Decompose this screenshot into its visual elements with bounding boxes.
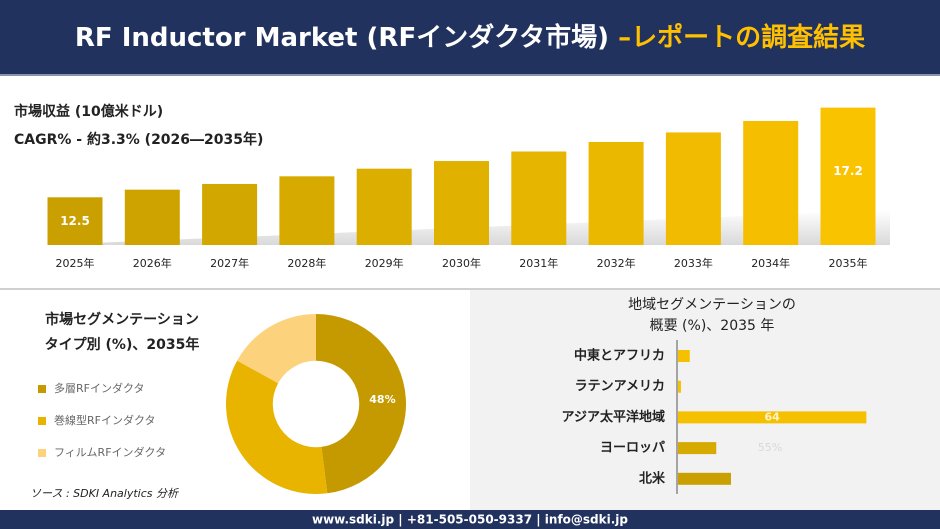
x-tick-label: 2035年: [829, 256, 868, 270]
bar-title: 市場収益 (10億米ドル): [14, 103, 163, 120]
x-tick-label: 2028年: [287, 256, 326, 270]
value-label: 12.5: [60, 214, 90, 228]
pie-title: 市場セグメンテーション: [45, 311, 199, 328]
section-rule: [0, 288, 940, 290]
header-bar: [0, 0, 940, 74]
bar: [743, 120, 799, 245]
header-title: RF Inductor Market (RFインダクタ市場) –レポートの調査結…: [75, 22, 865, 53]
footer-bar: [0, 510, 940, 529]
legend-label: フィルムRFインダクタ: [54, 445, 166, 459]
donut-slice: [226, 360, 328, 494]
value-label: 64: [765, 410, 781, 423]
donut-slice: [237, 314, 316, 384]
bar: [678, 380, 681, 393]
category-label: ラテンアメリカ: [575, 379, 665, 394]
legend-swatch: [38, 417, 46, 425]
legend-label: 多層RFインダクタ: [54, 381, 145, 395]
bar: [202, 183, 258, 245]
x-tick-label: 2032年: [597, 256, 636, 270]
x-tick-label: 2033年: [674, 256, 713, 270]
annotation: 55%: [758, 441, 782, 454]
bar: [678, 472, 731, 485]
category-label: ヨーロッパ: [600, 441, 665, 456]
category-label: 中東とアフリカ: [574, 348, 665, 364]
bar: [47, 197, 103, 245]
bar: [678, 442, 717, 455]
bar: [588, 141, 644, 245]
x-tick-label: 2034年: [751, 256, 790, 270]
bar: [820, 107, 876, 245]
header-rule: [0, 74, 940, 76]
donut-slice: [316, 314, 407, 494]
region-title: 概要 (%)、2035 年: [650, 318, 775, 334]
bar-subtitle: CAGR% - 約3.3% (2026―2035年): [14, 131, 263, 148]
legend-swatch: [38, 385, 46, 393]
source: ソース : SDKI Analytics 分析: [30, 487, 180, 500]
x-tick-label: 2026年: [133, 256, 172, 270]
legend-label: 巻線型RFインダクタ: [54, 413, 156, 427]
title-main: RF Inductor Market (RFインダクタ市場): [75, 22, 618, 53]
bar: [665, 132, 721, 245]
category-label: 北米: [639, 470, 666, 486]
x-tick-label: 2027年: [210, 256, 249, 270]
region-title: 地域セグメンテーションの: [628, 297, 796, 313]
bar: [678, 350, 690, 362]
x-tick-label: 2029年: [365, 256, 404, 270]
bar: [434, 161, 489, 245]
value-label: 17.2: [833, 164, 863, 178]
category-label: アジア太平洋地域: [562, 409, 665, 425]
bar: [279, 176, 335, 245]
bar: [511, 151, 567, 245]
footer-contact: www.sdki.jp | +81-505-050-9337 | info@sd…: [312, 513, 628, 527]
x-tick-label: 2025年: [56, 256, 95, 270]
bar: [356, 168, 412, 245]
pie-title: タイプ別 (%)、2035年: [45, 336, 200, 353]
x-tick-label: 2031年: [519, 256, 558, 270]
bar: [124, 189, 180, 245]
x-tick-label: 2030年: [442, 256, 481, 270]
value-label: 48%: [369, 393, 395, 406]
bar: [678, 411, 867, 424]
legend-swatch: [38, 449, 46, 457]
title-highlight: –レポートの調査結果: [618, 22, 865, 53]
